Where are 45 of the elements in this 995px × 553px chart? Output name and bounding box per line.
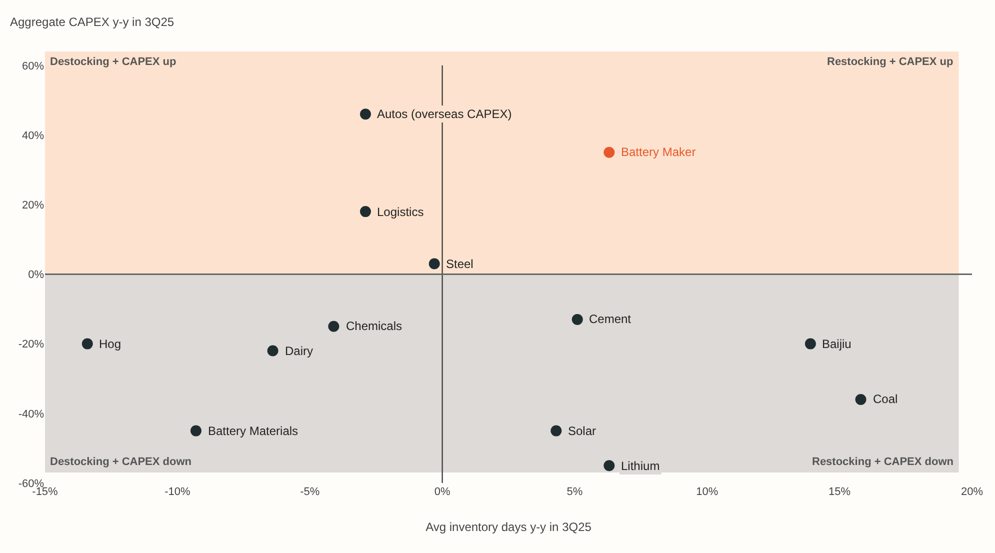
annotation: Hog: [99, 337, 122, 351]
annotation: Baijiu: [822, 337, 852, 351]
y-tick-label: 20%: [22, 199, 44, 212]
point: [604, 146, 615, 158]
annotation: Dairy: [285, 344, 314, 358]
point: [550, 425, 562, 436]
point: [604, 460, 615, 472]
annotation: Cement: [589, 312, 632, 326]
point: [82, 338, 93, 350]
y-tick-label: 40%: [22, 130, 44, 142]
annotation: Steel: [446, 257, 474, 271]
point: [855, 394, 866, 405]
annotation: Chemicals: [346, 319, 402, 333]
annotation: Battery Materials: [208, 424, 298, 438]
y-tick-label: -40%: [18, 408, 44, 420]
point: [267, 345, 278, 356]
annotation: Solar: [568, 424, 596, 438]
annotation: Lithium: [621, 459, 660, 473]
point: [360, 206, 371, 218]
point: [360, 108, 371, 120]
annotation: Destocking + CAPEX up: [50, 56, 176, 68]
annotation: Destocking + CAPEX down: [50, 456, 192, 468]
x-tick-label: -10%: [164, 486, 190, 498]
annotation: Autos (overseas CAPEX): [377, 107, 512, 121]
annotation: Restocking + CAPEX down: [812, 456, 954, 468]
x-tick-label: 5%: [566, 486, 583, 498]
annotation: Battery Maker: [621, 145, 696, 159]
x-tick-label: 15%: [828, 486, 851, 498]
point: [572, 314, 583, 325]
y-tick-label: -20%: [18, 338, 44, 351]
point: [328, 320, 340, 332]
y-tick-label: 60%: [22, 60, 44, 72]
annotation: Logistics: [377, 205, 424, 219]
x-tick-label: 0%: [434, 486, 450, 498]
x-tick-label: -5%: [300, 486, 320, 498]
x-tick-label: 10%: [696, 486, 718, 498]
y-axis-title: Aggregate CAPEX y-y in 3Q25: [10, 15, 174, 29]
point: [804, 338, 816, 350]
annotation: Restocking + CAPEX up: [827, 56, 954, 68]
x-tick-label: 20%: [960, 486, 984, 498]
annotation: Coal: [873, 392, 898, 406]
point: [428, 258, 440, 270]
point: [190, 425, 202, 436]
y-tick-label: 0%: [28, 269, 44, 282]
x-axis-title: Avg inventory days y-y in 3Q25: [426, 520, 592, 534]
